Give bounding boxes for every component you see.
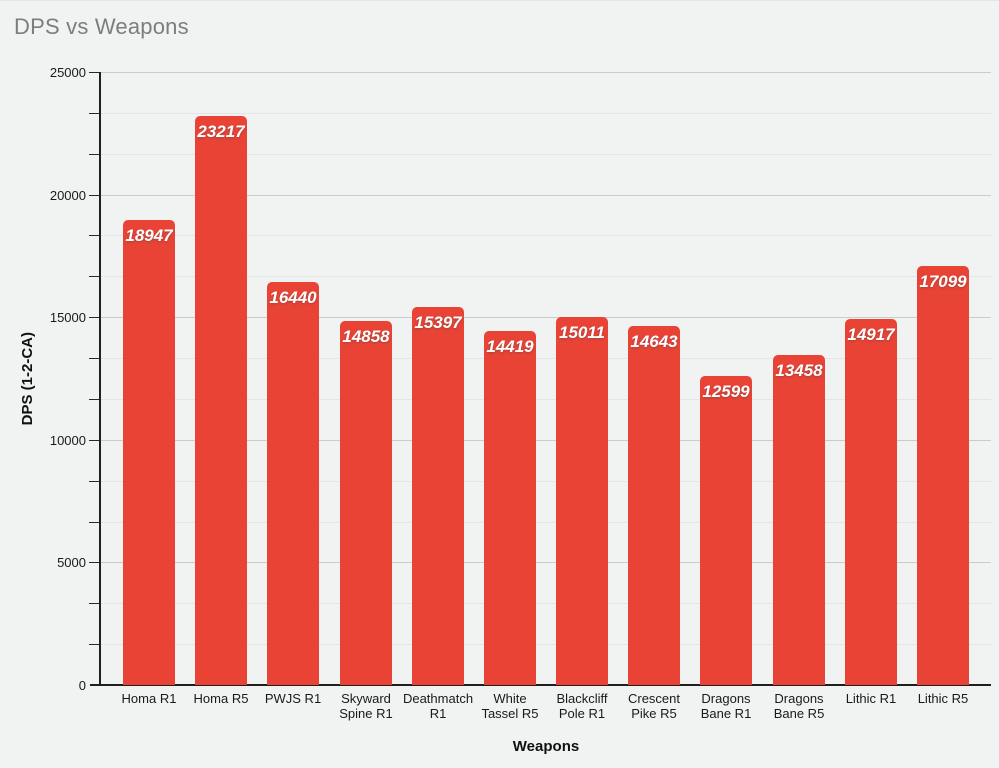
x-axis-category-label: White Tassel R5 (481, 691, 539, 721)
x-axis-baseline (90, 684, 991, 686)
y-axis-tick-label: 15000 (49, 310, 86, 325)
bar-dragons-bane-r5[interactable]: 13458 (773, 355, 825, 685)
bar-value-label: 14917 (847, 325, 895, 344)
y-axis-tick (89, 195, 99, 196)
bar-value-label: 12599 (702, 382, 750, 401)
bar-pwjs-r1[interactable]: 16440 (267, 282, 319, 685)
y-axis-tick (89, 481, 99, 482)
y-axis-tick (89, 603, 99, 604)
minor-gridline (101, 276, 991, 277)
bar-value-label: 15397 (414, 313, 462, 332)
bar-skyward-spine-r1[interactable]: 14858 (340, 321, 392, 685)
minor-gridline (101, 522, 991, 523)
y-axis-tick (89, 644, 99, 645)
y-axis-tick (89, 276, 99, 277)
x-axis-category-label: Deathmatch R1 (402, 691, 474, 721)
bar-value-label: 15011 (558, 323, 605, 342)
bar-lithic-r5[interactable]: 17099 (917, 266, 969, 685)
bar-lithic-r1[interactable]: 14917 (845, 319, 897, 685)
bar-value-label: 13458 (775, 361, 823, 380)
y-axis-tick (89, 72, 99, 73)
bar-value-label: 14643 (630, 332, 678, 351)
bar-value-label: 14419 (486, 337, 534, 356)
bar-value-label: 14858 (342, 327, 390, 346)
x-axis-category-label: Crescent Pike R5 (627, 691, 681, 721)
minor-gridline (101, 235, 991, 236)
bar-crescent-pike-r5[interactable]: 14643 (628, 326, 680, 685)
y-axis-tick (89, 113, 99, 114)
y-axis-tick (89, 399, 99, 400)
minor-gridline (101, 481, 991, 482)
y-axis-tick (89, 317, 99, 318)
y-axis-tick (89, 358, 99, 359)
bar-homa-r5[interactable]: 23217 (195, 116, 247, 685)
x-axis-title: Weapons (512, 738, 580, 755)
y-axis-tick-label: 20000 (49, 188, 86, 203)
bar-dragons-bane-r1[interactable]: 12599 (700, 376, 752, 685)
chart-title: DPS vs Weapons (14, 14, 189, 39)
y-axis-tick (89, 522, 99, 523)
minor-gridline (101, 399, 991, 400)
bar-value-label: 18947 (125, 226, 173, 245)
minor-gridline (101, 603, 991, 604)
y-axis-line (99, 72, 101, 686)
bar-blackcliff-pole-r1[interactable]: 15011 (556, 317, 608, 685)
bar-white-tassel-r5[interactable]: 14419 (484, 331, 536, 685)
x-axis-category-label: Dragons Bane R5 (773, 691, 825, 721)
x-axis-category-label: Homa R5 (193, 691, 249, 706)
bar-value-label: 17099 (919, 272, 967, 291)
x-axis-category-label: Skyward Spine R1 (339, 691, 393, 721)
bar-value-label: 16440 (269, 288, 317, 307)
y-axis-tick (89, 562, 99, 563)
y-axis-tick-label: 10000 (49, 433, 86, 448)
y-axis-tick-label: 5000 (57, 555, 86, 570)
y-axis-title-text: DPS (1-2-CA) (18, 331, 36, 426)
bar-deathmatch-r1[interactable]: 15397 (412, 307, 464, 685)
minor-gridline (101, 154, 991, 155)
bar-value-label: 23217 (197, 122, 245, 141)
y-axis-title: DPS (1-2-CA) (14, 72, 40, 685)
x-axis-category-label: Lithic R1 (845, 691, 897, 706)
y-axis-tick (89, 440, 99, 441)
major-gridline (101, 317, 991, 318)
y-axis-tick (89, 154, 99, 155)
minor-gridline (101, 644, 991, 645)
x-axis-category-label: PWJS R1 (264, 691, 322, 706)
y-axis-tick-label: 25000 (49, 65, 86, 80)
major-gridline (101, 440, 991, 441)
x-axis-category-label: Blackcliff Pole R1 (556, 691, 608, 721)
minor-gridline (101, 113, 991, 114)
x-axis-category-label: Homa R1 (121, 691, 177, 706)
bar-homa-r1[interactable]: 18947 (123, 220, 175, 685)
y-axis-tick-label: 0 (78, 678, 86, 693)
plot-area: 18947 23217 16440 14858 15397 14419 15011 14643… (89, 72, 991, 686)
major-gridline (101, 195, 991, 196)
minor-gridline (101, 358, 991, 359)
x-axis-category-label: Lithic R5 (917, 691, 969, 706)
x-axis-category-label: Dragons Bane R1 (700, 691, 752, 721)
major-gridline (101, 72, 991, 73)
major-gridline (101, 562, 991, 563)
y-axis-tick (89, 235, 99, 236)
